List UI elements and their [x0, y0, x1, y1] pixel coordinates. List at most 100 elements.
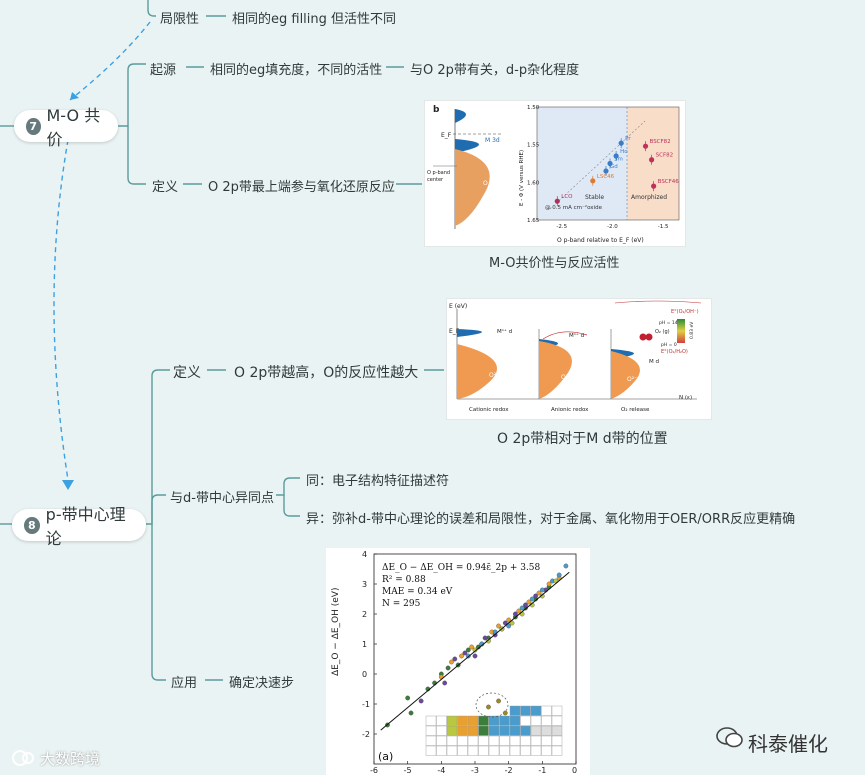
fig1-x-tick-1: -2.0 [607, 224, 618, 230]
y-tick-label-4: 2 [362, 610, 367, 619]
scatter-point-3-5 [529, 596, 535, 602]
o-p-band-center-label-2: center [427, 177, 444, 183]
cationic-md-label: Mⁿ⁺ d [497, 328, 512, 335]
anionic-o2p-label: O²⁻ p [561, 374, 577, 381]
p-definition-label: 定义 [173, 365, 201, 381]
origin-detail: 相同的eg填充度，不同的活性 [210, 63, 383, 78]
scatter-point-3-4 [519, 605, 525, 611]
cationic-o2p-label: O²⁻ p [489, 372, 505, 379]
scatter-point-3-6 [539, 587, 545, 593]
o2-gas-label: O₂ (g) [655, 329, 670, 335]
legend-h2o: E°(O₂/H₂O) [661, 349, 688, 355]
scatter-point-5-0 [486, 704, 491, 710]
o2-release-label: O₂ release [621, 407, 650, 413]
similarity-label: 与d-带中心异同点 [170, 491, 274, 506]
scatter-point-3-9 [563, 563, 569, 569]
x-tick-label-4: -2 [505, 766, 513, 775]
o2-release-md-label: M d [649, 359, 659, 365]
fermi-level-label: E_F [449, 328, 460, 335]
sample-count: N = 295 [382, 599, 421, 609]
fig1-y-tick-3: 1.65 [527, 218, 540, 224]
scatter-point-1-9 [526, 599, 532, 605]
p-band-center-node[interactable]: 8 p-带中心理论 [12, 505, 146, 548]
point-label-LCO: LCO [561, 194, 573, 200]
scatter-point-1-7 [506, 617, 512, 623]
anionic-md-label: Mⁿ⁺ d [569, 332, 584, 339]
y-tick-label-2: 0 [362, 670, 367, 679]
fig1-tick-labels: -2.5 -2.0 -1.5 1.50 1.55 1.60 1.65 [527, 105, 669, 230]
fig1-x-tick-2: -1.5 [658, 224, 669, 230]
mo-definition-label: 定义 [152, 180, 179, 195]
y-tick-label-6: 4 [362, 550, 367, 559]
point-label-Pr: Pr [625, 136, 631, 142]
panel-letter: b [433, 105, 440, 115]
scatter-point-1-8 [516, 608, 522, 614]
point-label-Sm: Sm [614, 157, 623, 163]
scatter-point-4-1 [486, 638, 491, 644]
fig1-x-axis-label: O p-band relative to E_F (eV) [557, 237, 644, 244]
scatter-point-1-6 [496, 623, 501, 629]
origin-detail-2: 与O 2p带有关，d-p杂化程度 [410, 63, 580, 78]
point-label-BSCF46: BSCF46 [658, 179, 680, 185]
scatter-point-1-1 [449, 659, 454, 665]
scatter-point-1-3 [469, 644, 474, 650]
o2p-label: O 2p [483, 180, 497, 187]
point-label-Gd: Gd [610, 164, 618, 170]
o2p-figure-caption: O 2p带相对于M d带的位置 [497, 431, 668, 447]
point-label-Ho: Ho [620, 149, 628, 155]
o2p-position-figure: E (eV) E_F Mⁿ⁺ d O²⁻ p Cationic redox Mⁿ… [446, 298, 712, 420]
m3d-label: M 3d [485, 137, 500, 144]
y-tick-label-1: -1 [362, 700, 370, 709]
limitation-label: 局限性 [160, 12, 200, 27]
scatter-y-axis-label: ΔE_O − ΔE_OH (eV) [331, 588, 341, 676]
mo-covalency-node[interactable]: 7 M-O 共价 [14, 106, 118, 149]
node-label: M-O 共价 [46, 106, 101, 149]
fig1-y-tick-1: 1.55 [527, 143, 540, 149]
limitation-detail: 相同的eg filling 但活性不同 [232, 12, 397, 27]
scatter-point-2-0 [418, 698, 424, 704]
scatter-point-3-8 [556, 572, 562, 578]
scatter-point-2-3 [462, 650, 468, 656]
similarity-same: 同：电子结构特征描述符 [306, 474, 450, 489]
dos-axis-label: N (ε) [679, 395, 692, 401]
logo-icon [12, 750, 34, 766]
data-point-Ho [613, 153, 619, 159]
data-point-BSCF46 [651, 183, 657, 189]
data-point-LCO [554, 198, 560, 204]
scatter-point-2-9 [523, 602, 528, 608]
legend-ph14: pH = 14 [659, 320, 678, 326]
point-label-LSC46: LSC46 [597, 174, 615, 180]
node-number-badge: 7 [26, 117, 41, 135]
scatter-point-3-0 [465, 653, 471, 659]
scatter-point-1-10 [536, 590, 542, 596]
mo-definition-detail: O 2p带最上端参与氧化还原反应 [208, 180, 395, 195]
energy-axis-label: E (eV) [449, 303, 467, 310]
y-tick-label-0: -2 [362, 730, 370, 739]
scatter-point-2-10 [533, 593, 538, 599]
data-point-SCF82 [649, 157, 655, 163]
o2-release-o2p-label: O²⁻ p [627, 376, 643, 383]
scatter-point-1-2 [459, 653, 464, 659]
scatter-point-2-2 [452, 656, 458, 662]
x-tick-label-2: -4 [437, 766, 445, 775]
x-tick-label-0: -6 [370, 766, 378, 775]
legend-gap: 0.83 eV [689, 321, 695, 339]
scatter-chart: ΔE_O − ΔE_OH (eV) -6 -5 -4 -3 -2 -1 0 -2 -1 0 1 2 3 4… [331, 550, 577, 775]
watermark-right: 科泰催化 [748, 732, 828, 756]
similarity-different: 异：弥补d-带中心理论的误差和局限性，对于金属、氧化物用于OER/ORR反应更精… [306, 512, 796, 527]
amorphized-region-label: Amorphized [631, 194, 667, 201]
x-tick-label-5: -1 [538, 766, 546, 775]
anionic-redox-label: Anionic redox [551, 407, 589, 413]
y-tick-label-5: 3 [362, 580, 367, 589]
scatter-point-2-4 [472, 653, 478, 659]
data-point-Pr [618, 140, 624, 146]
scatter-point-0-2 [408, 710, 414, 716]
scatter-point-0-1 [405, 695, 411, 701]
application-detail: 确定决速步 [229, 676, 295, 691]
fig1-y-tick-0: 1.50 [527, 105, 540, 111]
r-squared: R² = 0.88 [382, 575, 426, 585]
data-point-LSC46 [590, 178, 596, 184]
scatter-point-5-2 [502, 710, 508, 716]
